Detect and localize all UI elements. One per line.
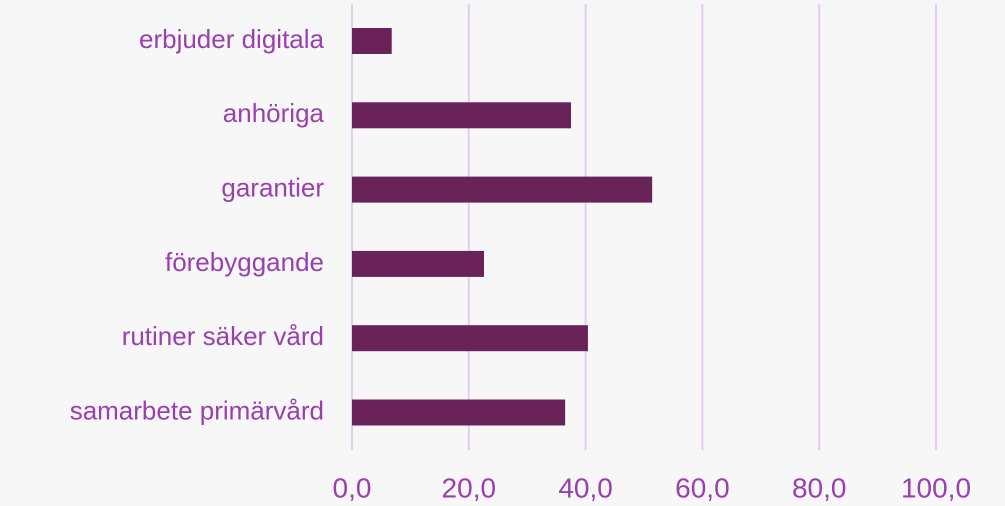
bar [352, 325, 588, 352]
bar [352, 102, 571, 129]
y-tick-label: garantier [221, 172, 324, 202]
bar [352, 28, 392, 54]
y-tick-label: erbjuder digitala [139, 24, 325, 54]
y-tick-label: samarbete primärvård [70, 395, 324, 425]
x-tick-label: 20,0 [442, 472, 497, 503]
x-tick-label: 0,0 [333, 472, 372, 503]
bar [352, 399, 566, 426]
bar [352, 176, 653, 203]
x-tick-label: 40,0 [558, 472, 613, 503]
bar [352, 250, 484, 277]
x-tick-label: 60,0 [675, 472, 730, 503]
y-tick-label: förebyggande [165, 247, 324, 277]
x-tick-label: 80,0 [792, 472, 847, 503]
y-tick-label: anhöriga [223, 98, 325, 128]
y-tick-label: rutiner säker vård [122, 321, 324, 351]
x-tick-label: 100,0 [901, 472, 971, 503]
